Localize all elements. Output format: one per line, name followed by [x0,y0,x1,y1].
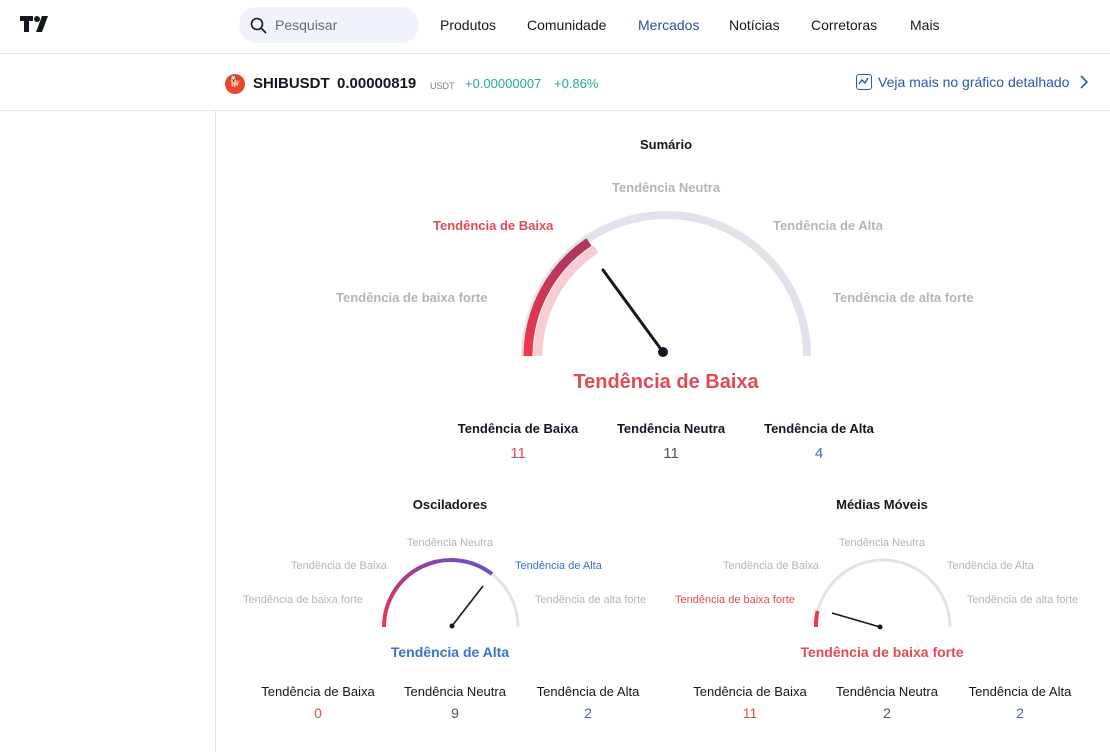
osc-label-sell: Tendência de Baixa [291,560,388,572]
oscillators-gauge [382,558,520,629]
summary-gauge [521,211,811,357]
summary-count-sell-label: Tendência de Baixa [457,421,579,436]
symbol-header: 🐕 SHIBUSDT 0.00000819 USDT +0.00000007 +… [0,54,1110,111]
summary-result: Tendência de Baixa [573,371,759,393]
osc-label-buy: Tendência de Alta [515,560,602,572]
chevron-right-icon [1080,75,1089,89]
summary-count-buy-label: Tendência de Alta [764,421,874,436]
summary-count-neutral-value: 11 [663,445,679,462]
search-placeholder: Pesquisar [275,17,338,33]
price-change-percent: +0.86% [554,76,599,91]
oscillators-result: Tendência de Alta [390,644,510,660]
osc-label-strong-buy: Tendência de alta forte [535,594,647,606]
ma-count-neutral-label: Tendência Neutra [836,684,938,699]
detailed-chart-link-label: Veja mais no gráfico detalhado [878,74,1070,90]
price-change: +0.00000007 [465,76,542,91]
summary-label-sell: Tendência de Baixa [433,218,554,233]
top-navigation-bar: Pesquisar Produtos Comunidade Mercados N… [0,0,1110,54]
nav-noticias[interactable]: Notícias [729,17,780,33]
search-icon [250,17,267,34]
ma-count-sell-value: 11 [742,705,758,721]
ma-label-neutral: Tendência Neutra [838,537,926,549]
nav-mercados[interactable]: Mercados [638,17,700,33]
moving-averages-gauge-needle [831,612,881,628]
shib-coin-icon: 🐕 [225,74,245,94]
symbol-name[interactable]: SHIBUSDT [253,75,330,92]
oscillators-gauge-needle [451,585,484,627]
osc-label-strong-sell: Tendência de baixa forte [243,594,363,606]
ma-label-sell: Tendência de Baixa [723,560,820,572]
moving-averages-title: Médias Móveis [836,497,928,512]
osc-count-sell-value: 0 [314,705,322,721]
nav-mais[interactable]: Mais [910,17,940,33]
osc-count-neutral-label: Tendência Neutra [404,684,506,699]
tradingview-logo-icon[interactable] [20,14,54,34]
ma-count-buy-label: Tendência de Alta [968,684,1072,699]
summary-count-buy-value: 4 [814,445,824,462]
summary-label-neutral: Tendência Neutra [611,180,721,195]
ma-label-buy: Tendência de Alta [947,560,1034,572]
summary-count-sell-value: 11 [510,445,526,462]
summary-title: Sumário [639,137,693,152]
summary-label-strong-buy: Tendência de alta forte [833,290,974,305]
price-currency: USDT [430,81,455,91]
nav-comunidade[interactable]: Comunidade [527,17,607,33]
osc-label-neutral: Tendência Neutra [406,537,494,549]
summary-label-buy: Tendência de Alta [773,218,883,233]
moving-averages-gauge [813,558,952,630]
osc-count-neutral-value: 9 [451,705,459,721]
moving-averages-result: Tendência de baixa forte [800,644,964,660]
search-input[interactable]: Pesquisar [239,7,419,43]
symbol-price: 0.00000819 [337,75,417,92]
summary-label-strong-sell: Tendência de baixa forte [336,290,488,305]
ma-count-sell-label: Tendência de Baixa [693,684,807,699]
osc-count-buy-label: Tendência de Alta [536,684,640,699]
osc-count-buy-value: 2 [584,705,592,721]
ma-label-strong-sell: Tendência de baixa forte [675,594,795,606]
summary-gauge-needle [601,268,665,354]
ma-label-strong-buy: Tendência de alta forte [967,594,1079,606]
osc-count-sell-label: Tendência de Baixa [261,684,375,699]
ma-count-neutral-value: 2 [883,705,891,721]
oscillators-title: Osciladores [412,497,488,512]
detailed-chart-link[interactable]: Veja mais no gráfico detalhado [856,74,1089,90]
chart-icon [856,74,872,90]
left-panel-divider [215,111,216,752]
nav-corretoras[interactable]: Corretoras [811,17,878,33]
nav-produtos[interactable]: Produtos [440,17,497,33]
ma-count-buy-value: 2 [1016,705,1024,721]
summary-count-neutral-label: Tendência Neutra [616,421,726,436]
